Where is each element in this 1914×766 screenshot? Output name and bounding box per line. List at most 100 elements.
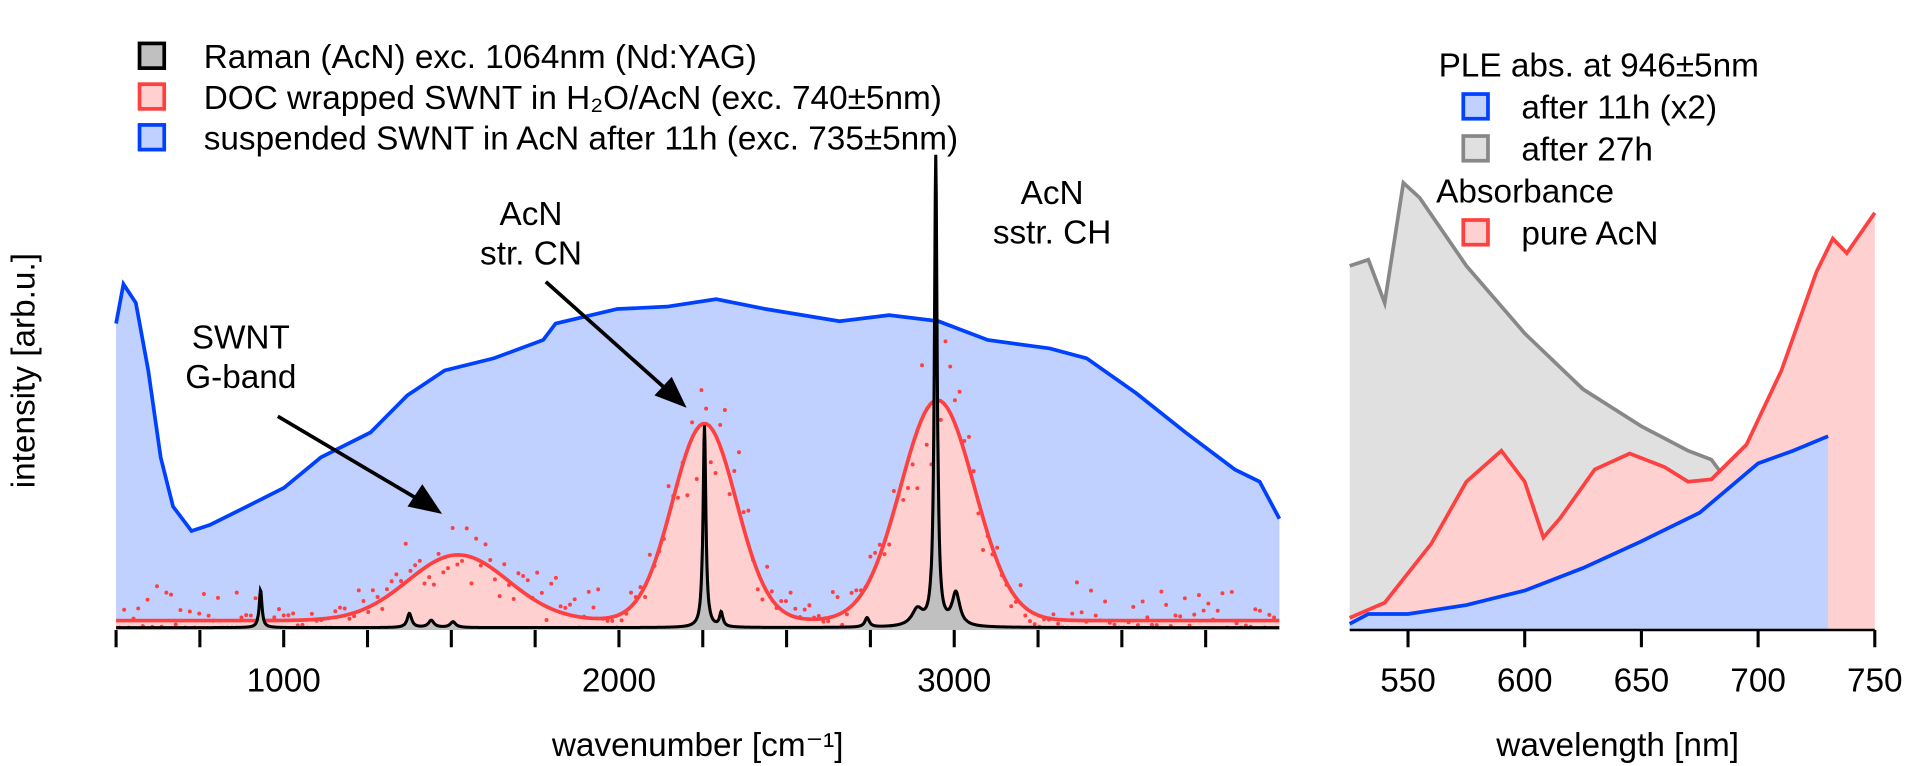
doc-swnt-data-point <box>835 595 840 600</box>
absorbance-plot: 550 600 650 700 750 <box>1348 179 1903 700</box>
doc-swnt-data-point <box>1145 615 1150 620</box>
doc-swnt-data-point <box>366 610 371 614</box>
doc-swnt-data-point <box>873 550 878 555</box>
doc-swnt-data-point <box>1201 608 1206 613</box>
x-tick-label: 600 <box>1497 663 1553 700</box>
doc-swnt-data-point <box>694 476 699 481</box>
doc-swnt-data-point <box>826 619 831 624</box>
doc-swnt-data-point <box>164 590 169 595</box>
doc-swnt-data-point <box>244 613 249 618</box>
annotation-line: G-band <box>185 359 296 396</box>
annotation-line: str. CN <box>480 235 582 272</box>
doc-swnt-data-point <box>596 587 601 592</box>
doc-swnt-data-point <box>732 469 737 473</box>
doc-swnt-data-point <box>1131 604 1136 609</box>
doc-swnt-data-point <box>1070 611 1075 616</box>
doc-swnt-data-point <box>187 609 192 614</box>
doc-swnt-data-point <box>441 570 446 575</box>
doc-swnt-data-point <box>563 605 568 610</box>
doc-swnt-data-point <box>699 388 704 393</box>
x-axis-label-left: wavenumber [cm⁻¹] <box>551 727 844 764</box>
legend-right: PLE abs. at 946±5nm after 11h (x2) after 2… <box>1436 48 1759 253</box>
doc-swnt-data-point <box>169 592 174 597</box>
legend-swatch <box>1461 134 1490 163</box>
doc-swnt-data-point <box>1159 589 1164 594</box>
doc-swnt-data-point <box>201 592 206 596</box>
doc-swnt-data-point <box>286 613 291 618</box>
doc-swnt-data-point <box>765 564 770 569</box>
doc-swnt-fit-line <box>116 398 1280 623</box>
doc-swnt-data-point <box>1206 601 1211 606</box>
doc-swnt-data-point <box>1164 602 1169 607</box>
doc-swnt-data-point <box>685 493 690 498</box>
doc-swnt-data-point <box>1140 599 1145 604</box>
doc-swnt-data-point <box>572 597 577 602</box>
raman-plot: 1000 2000 3000 <box>114 154 1282 700</box>
doc-swnt-data-point <box>384 587 389 592</box>
doc-swnt-data-point <box>708 460 713 465</box>
doc-swnt-data-point <box>887 542 892 547</box>
legend-swatch <box>137 123 167 152</box>
doc-swnt-data-point <box>333 609 338 614</box>
doc-swnt-data-point <box>704 406 709 411</box>
doc-swnt-data-point <box>502 562 507 567</box>
x-axis-label-right: wavelength [nm] <box>1495 727 1739 764</box>
x-tick-label: 750 <box>1847 663 1903 700</box>
doc-swnt-data-point <box>1267 612 1272 617</box>
doc-swnt-data-point <box>469 581 474 586</box>
doc-swnt-data-point <box>1023 613 1028 618</box>
doc-swnt-data-point <box>948 364 953 369</box>
doc-swnt-data-point <box>338 605 343 610</box>
doc-swnt-data-point <box>272 615 277 620</box>
legend-label: Raman (AcN) exc. 1064nm (Nd:YAG) <box>204 39 757 76</box>
doc-swnt-data-point <box>422 581 427 586</box>
doc-swnt-data-point <box>995 545 1000 550</box>
doc-swnt-data-point <box>521 573 526 578</box>
doc-swnt-data-point <box>643 594 648 599</box>
doc-swnt-data-point <box>474 536 479 541</box>
raman-line <box>116 154 1280 630</box>
doc-swnt-data-point <box>915 486 920 491</box>
doc-swnt-data-point <box>1018 583 1023 588</box>
doc-swnt-data-point <box>291 611 296 616</box>
suspended-swnt-line <box>114 279 1282 534</box>
x-tick-label: 3000 <box>917 663 991 700</box>
doc-swnt-data-point <box>737 450 741 455</box>
doc-swnt-data-point <box>844 612 849 617</box>
doc-swnt-data-point <box>1196 593 1201 598</box>
doc-swnt-data-point <box>901 497 906 502</box>
legend-group-title: Absorbance <box>1436 174 1614 211</box>
doc-swnt-data-point <box>253 596 258 601</box>
annotation-line: sstr. CH <box>993 214 1112 251</box>
doc-swnt-data-point <box>483 542 488 547</box>
doc-swnt-data-point <box>1229 589 1234 594</box>
doc-swnt-data-point <box>309 611 314 616</box>
doc-swnt-data-point <box>966 434 971 439</box>
doc-swnt-data-point <box>1182 596 1187 601</box>
doc-swnt-data-point <box>525 578 530 583</box>
legend-swatch <box>137 82 167 111</box>
doc-swnt-data-point <box>568 602 572 607</box>
annotation-arrow <box>544 280 675 397</box>
doc-swnt-data-point <box>544 618 549 622</box>
doc-swnt-data-point <box>647 552 652 557</box>
doc-swnt-data-point <box>783 599 788 604</box>
doc-swnt-data-point <box>952 398 957 403</box>
x-tick-label: 550 <box>1380 663 1436 700</box>
doc-swnt-data-point <box>779 599 784 604</box>
doc-swnt-data-point <box>136 606 141 611</box>
legend-label: after 11h (x2) <box>1521 90 1717 127</box>
doc-swnt-data-point <box>976 511 981 516</box>
doc-swnt-data-point <box>347 616 352 621</box>
doc-swnt-data-point <box>816 613 821 618</box>
doc-swnt-data-point <box>553 575 558 580</box>
arrowhead-icon <box>654 376 687 408</box>
legend-swatch <box>137 41 167 70</box>
doc-swnt-data-point <box>971 469 976 474</box>
x-tick-label: 2000 <box>582 663 656 700</box>
pure-acn-line <box>1348 211 1877 620</box>
doc-swnt-data-point <box>356 588 361 593</box>
legend-swatch <box>1461 92 1490 121</box>
